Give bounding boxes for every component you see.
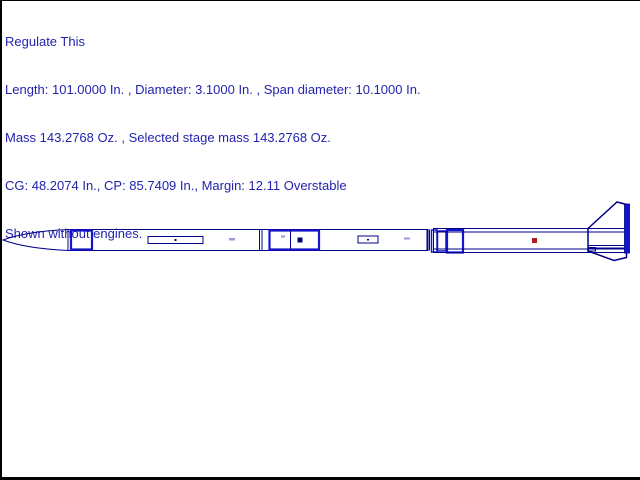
cp-marker [532, 238, 537, 243]
forward-body-tube [67, 229, 429, 251]
payload-small-glyph [281, 235, 285, 238]
window-border-top [0, 0, 640, 1]
fin-upper [587, 201, 628, 230]
window-border-bottom [0, 477, 640, 480]
nose-shoulder [69, 229, 94, 251]
rocket-info-text: Regulate This Length: 101.0000 In. , Dia… [5, 2, 421, 274]
fin-lower [587, 250, 628, 262]
launch-lug [357, 235, 379, 244]
payload-bay [268, 229, 321, 251]
parachute-center-dot [174, 239, 177, 241]
coupler-ring-2 [436, 230, 447, 252]
cg-marker [297, 237, 303, 243]
window-border-left [0, 0, 2, 480]
parachute-outline [147, 236, 204, 244]
fin-trailing-edge-bar [624, 203, 630, 254]
mass-line: Mass 143.2768 Oz. , Selected stage mass … [5, 130, 331, 145]
mid-tube-glyph [404, 237, 410, 240]
dimensions-line: Length: 101.0000 In. , Diameter: 3.1000 … [5, 82, 421, 97]
shock-cord-glyph [229, 238, 235, 241]
rocket-name: Regulate This [5, 34, 85, 49]
stability-line: CG: 48.2074 In., CP: 85.7409 In., Margin… [5, 178, 347, 193]
nose-cone [1, 229, 69, 251]
launch-lug-dot [367, 239, 369, 241]
engine-block-rect [588, 247, 596, 252]
